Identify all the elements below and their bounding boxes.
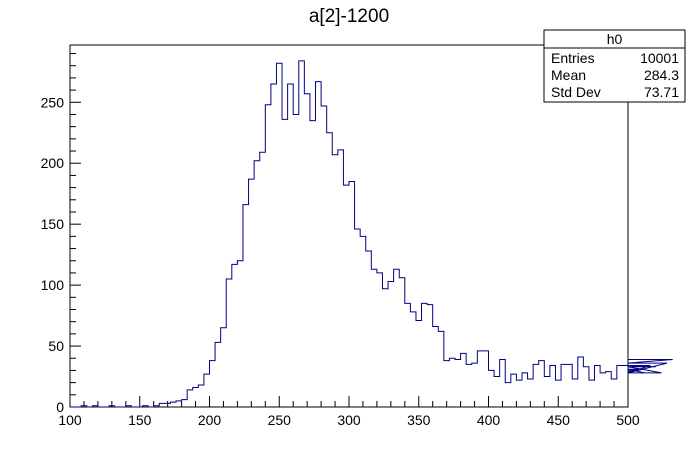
x-tick-label: 450 bbox=[547, 412, 571, 428]
y-tick-label: 50 bbox=[48, 338, 64, 354]
y-tick-label: 200 bbox=[41, 155, 65, 171]
stats-entries-label: Entries bbox=[551, 50, 595, 66]
y-tick-label: 150 bbox=[41, 216, 65, 232]
x-tick-label: 250 bbox=[268, 412, 292, 428]
stats-mean-value: 284.3 bbox=[644, 67, 679, 83]
x-tick-label: 150 bbox=[128, 412, 152, 428]
y-tick-label: 0 bbox=[56, 399, 64, 415]
x-tick-label: 400 bbox=[477, 412, 501, 428]
y-tick-label: 250 bbox=[41, 94, 65, 110]
y-tick-label: 100 bbox=[41, 277, 65, 293]
y-axis: 0 50 100 150 200 250 bbox=[41, 53, 81, 415]
stats-stddev-value: 73.71 bbox=[644, 84, 679, 100]
chart-title: a[2]-1200 bbox=[309, 6, 389, 27]
x-tick-label: 200 bbox=[198, 412, 222, 428]
histogram-series bbox=[70, 60, 673, 408]
stats-mean-label: Mean bbox=[551, 67, 586, 83]
x-tick-label: 500 bbox=[616, 412, 640, 428]
stats-stddev-label: Std Dev bbox=[551, 84, 601, 100]
stats-box-title: h0 bbox=[607, 31, 623, 47]
x-tick-label: 350 bbox=[407, 412, 431, 428]
x-axis: 100 150 200 250 300 350 400 450 500 bbox=[58, 396, 640, 428]
x-tick-label: 300 bbox=[337, 412, 361, 428]
stats-box-frame bbox=[543, 29, 686, 103]
stats-box: h0 Entries 10001 Mean 284.3 Std Dev 73.7… bbox=[543, 29, 686, 103]
x-tick-label: 100 bbox=[58, 412, 82, 428]
stats-entries-value: 10001 bbox=[640, 50, 679, 66]
